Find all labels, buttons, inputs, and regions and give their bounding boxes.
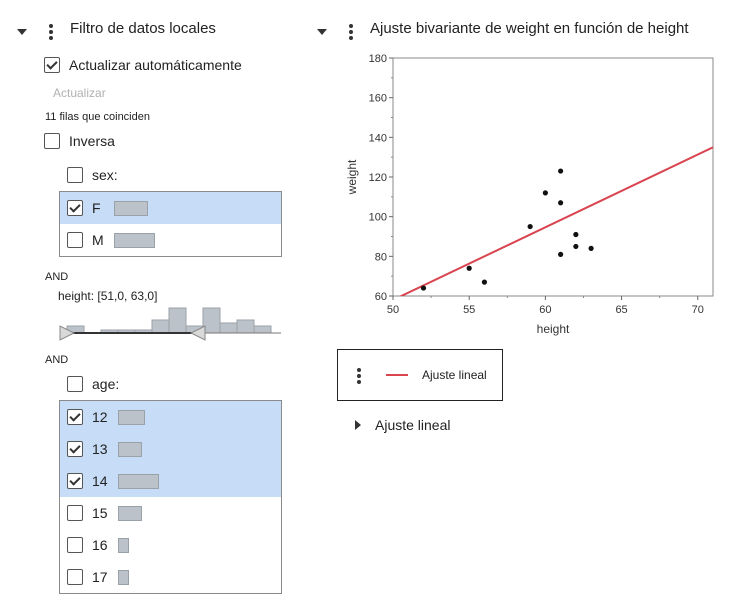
auto-update-checkbox[interactable] bbox=[44, 57, 60, 73]
count-bar bbox=[118, 538, 129, 553]
expand-triangle-icon[interactable] bbox=[355, 420, 361, 430]
list-item-sex-m[interactable]: M bbox=[60, 224, 281, 256]
data-point bbox=[527, 223, 533, 230]
count-bar bbox=[118, 506, 142, 521]
data-point bbox=[481, 279, 488, 285]
y-tick-label: 160 bbox=[369, 93, 387, 105]
filter-title: Filtro de datos locales bbox=[70, 20, 216, 37]
slider-right-handle bbox=[189, 325, 206, 341]
histogram-bar bbox=[202, 307, 221, 334]
report-title: Ajuste bivariante de weight en función d… bbox=[370, 20, 689, 37]
list-item-age-13[interactable]: 13 bbox=[60, 433, 281, 465]
y-tick-label: 140 bbox=[369, 132, 387, 144]
auto-update-label: Actualizar automáticamente bbox=[69, 57, 242, 73]
item-label: 12 bbox=[92, 409, 108, 425]
x-tick-label: 55 bbox=[463, 304, 475, 316]
inverse-label: Inversa bbox=[69, 133, 115, 149]
plot-frame bbox=[392, 57, 714, 297]
histogram-bar bbox=[219, 322, 238, 334]
item-label: F bbox=[92, 200, 101, 216]
count-bar bbox=[118, 410, 145, 425]
item-label: 16 bbox=[92, 537, 108, 553]
height-histogram-slider[interactable] bbox=[59, 306, 283, 342]
histogram-bar bbox=[236, 319, 255, 334]
checkbox[interactable] bbox=[67, 409, 83, 425]
checkbox[interactable] bbox=[67, 441, 83, 457]
sex-select-all-checkbox[interactable] bbox=[67, 167, 83, 183]
data-point bbox=[573, 243, 579, 250]
data-point bbox=[542, 190, 548, 196]
data-point bbox=[573, 231, 579, 238]
item-label: 17 bbox=[92, 569, 108, 585]
sex-listbox[interactable]: F M bbox=[59, 191, 282, 257]
x-axis-label: height bbox=[537, 322, 570, 336]
collapse-triangle-icon[interactable] bbox=[317, 29, 327, 35]
histogram-bar bbox=[151, 319, 170, 334]
x-tick-label: 60 bbox=[539, 304, 551, 316]
item-label: M bbox=[92, 232, 104, 248]
matching-rows-text: 11 filas que coinciden bbox=[45, 111, 150, 123]
histogram-bar bbox=[168, 307, 187, 334]
count-bar bbox=[118, 474, 159, 489]
data-point bbox=[588, 245, 594, 251]
inverse-checkbox[interactable] bbox=[44, 133, 60, 149]
update-button[interactable]: Actualizar bbox=[53, 86, 106, 100]
count-bar bbox=[114, 201, 148, 216]
and-operator: AND bbox=[45, 271, 69, 283]
age-label: age: bbox=[92, 376, 120, 392]
slider-left-handle bbox=[59, 325, 76, 341]
checkbox[interactable] bbox=[67, 537, 83, 553]
data-point bbox=[466, 265, 472, 271]
checkbox[interactable] bbox=[67, 569, 83, 585]
height-range-label: height: [51,0, 63,0] bbox=[58, 289, 158, 303]
checkbox[interactable] bbox=[67, 232, 83, 248]
data-point bbox=[558, 251, 564, 257]
y-axis-label: weight bbox=[345, 159, 359, 195]
and-operator: AND bbox=[45, 354, 69, 366]
y-tick-label: 60 bbox=[375, 291, 387, 303]
scatter-chart: 60 80 100 120 140 160 180 50 55 60 65 70 height weigh… bbox=[345, 53, 714, 336]
age-listbox[interactable]: 12 13 14 15 16 17 bbox=[59, 400, 282, 594]
data-point bbox=[420, 285, 427, 291]
data-point bbox=[558, 168, 564, 174]
x-tick-label: 50 bbox=[387, 304, 399, 316]
y-tick-label: 100 bbox=[369, 212, 387, 224]
item-label: 14 bbox=[92, 473, 108, 489]
y-tick-label: 180 bbox=[369, 53, 387, 65]
item-label: 15 bbox=[92, 505, 108, 521]
list-item-age-12[interactable]: 12 bbox=[60, 401, 281, 433]
legend-label: Ajuste lineal bbox=[422, 368, 487, 382]
filter-menu-icon[interactable] bbox=[49, 24, 53, 42]
item-label: 13 bbox=[92, 441, 108, 457]
checkbox[interactable] bbox=[67, 473, 83, 489]
y-tick-label: 80 bbox=[375, 251, 387, 263]
legend-menu-icon[interactable] bbox=[357, 368, 361, 386]
checkbox[interactable] bbox=[67, 200, 83, 216]
sex-label: sex: bbox=[92, 167, 118, 183]
age-select-all-checkbox[interactable] bbox=[67, 376, 83, 392]
checkbox[interactable] bbox=[67, 505, 83, 521]
count-bar bbox=[114, 233, 155, 248]
histogram-bar bbox=[253, 325, 272, 334]
data-point bbox=[558, 200, 564, 206]
list-item-age-17[interactable]: 17 bbox=[60, 561, 281, 593]
list-item-sex-f[interactable]: F bbox=[60, 192, 281, 224]
count-bar bbox=[118, 570, 129, 585]
fit-line bbox=[398, 146, 713, 296]
y-tick-label: 120 bbox=[369, 172, 387, 184]
legend-line-swatch bbox=[386, 374, 408, 376]
report-menu-icon[interactable] bbox=[349, 24, 353, 42]
list-item-age-14[interactable]: 14 bbox=[60, 465, 281, 497]
x-tick-label: 70 bbox=[692, 304, 704, 316]
fit-section-label[interactable]: Ajuste lineal bbox=[375, 417, 451, 433]
x-tick-label: 65 bbox=[615, 304, 627, 316]
list-item-age-16[interactable]: 16 bbox=[60, 529, 281, 561]
list-item-age-15[interactable]: 15 bbox=[60, 497, 281, 529]
count-bar bbox=[118, 442, 142, 457]
collapse-triangle-icon[interactable] bbox=[17, 29, 27, 35]
legend-box: Ajuste lineal bbox=[337, 349, 503, 401]
